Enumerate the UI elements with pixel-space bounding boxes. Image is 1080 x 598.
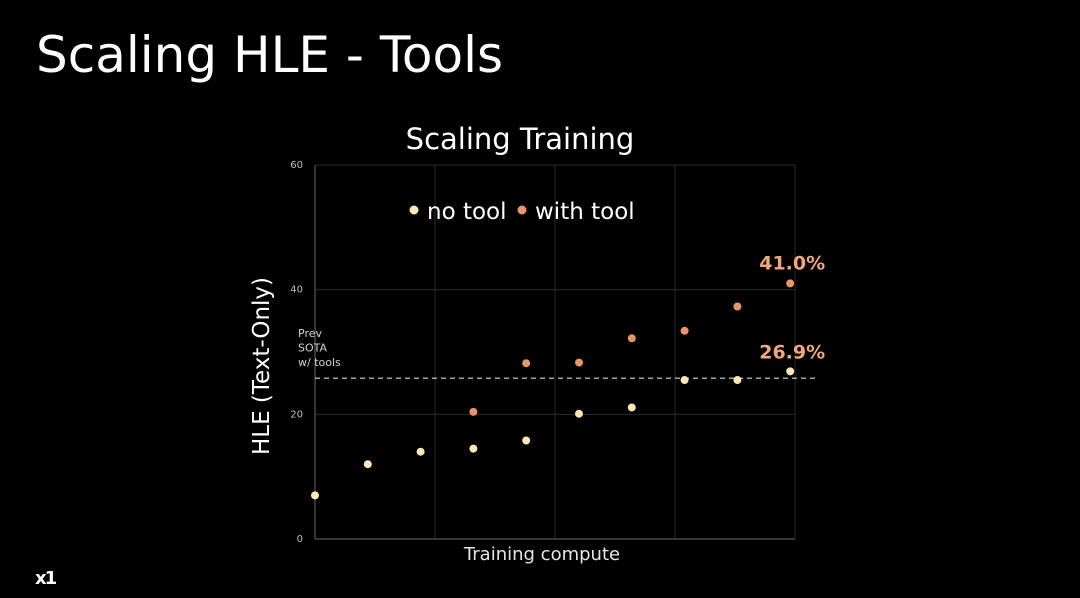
data-point	[733, 302, 742, 311]
chart-title-wrap: Scaling Training	[0, 122, 1080, 156]
chart-title: Scaling Training	[405, 122, 635, 156]
data-point	[575, 409, 583, 418]
value-annotation: 41.0%	[759, 252, 825, 274]
data-point	[469, 407, 478, 416]
value-annotation: 26.9%	[759, 341, 825, 363]
data-point	[416, 447, 425, 456]
data-point	[733, 376, 742, 385]
data-point	[575, 358, 583, 367]
legend-label: no tool	[427, 199, 507, 225]
data-point	[680, 376, 689, 385]
y-tick-label: 20	[290, 409, 303, 420]
y-tick-label: 60	[290, 160, 303, 171]
x-axis-label: Training compute	[463, 544, 620, 565]
slide-title: Scaling HLE - Tools	[36, 26, 504, 84]
data-point	[786, 279, 795, 288]
prev-sota-label: Prev	[298, 327, 322, 340]
y-axis-label: HLE (Text-Only)	[249, 277, 275, 455]
y-tick-label: 40	[290, 285, 303, 296]
data-point	[786, 367, 795, 376]
data-point	[627, 334, 636, 343]
legend-label: with tool	[535, 199, 635, 225]
xai-logo: x1	[35, 568, 57, 589]
data-point	[522, 436, 531, 445]
prev-sota-label: SOTA	[298, 342, 328, 355]
data-point	[522, 359, 531, 368]
data-point	[311, 491, 319, 500]
data-point	[363, 460, 372, 469]
y-tick-label: 0	[297, 534, 303, 545]
data-point	[469, 444, 478, 453]
legend-marker	[409, 205, 419, 215]
legend-marker	[517, 205, 527, 215]
prev-sota-label: w/ tools	[298, 356, 341, 369]
data-point	[627, 403, 636, 412]
data-point	[680, 326, 689, 335]
